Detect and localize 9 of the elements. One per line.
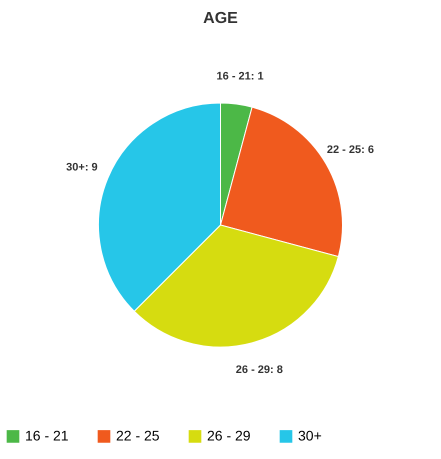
legend-label: 26 - 29 — [207, 427, 251, 444]
data-label: 16 - 21: 1 — [216, 70, 264, 82]
legend-label: 22 - 25 — [116, 427, 160, 444]
data-label: 26 - 29: 8 — [236, 364, 283, 376]
chart-title: AGE — [203, 10, 238, 27]
legend-label: 16 - 21 — [25, 427, 69, 444]
data-label: 22 - 25: 6 — [326, 144, 374, 156]
data-label: 30+: 9 — [66, 162, 98, 174]
legend-label: 30+ — [298, 427, 322, 444]
